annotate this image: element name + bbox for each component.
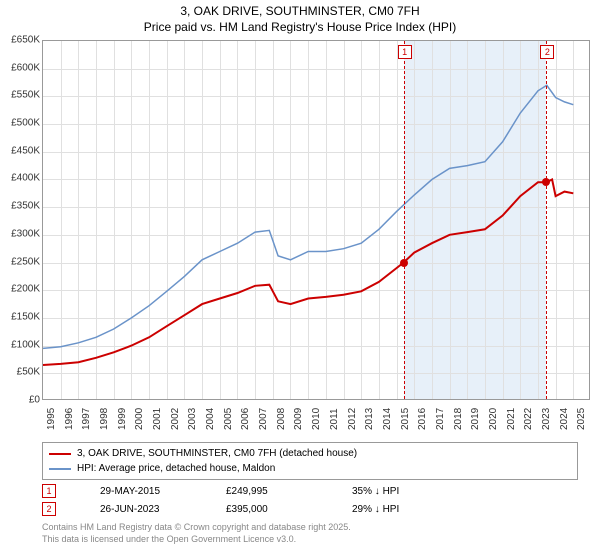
credit-line-1: Contains HM Land Registry data © Crown c… — [42, 522, 590, 534]
sale-date-1: 29-MAY-2015 — [100, 486, 190, 497]
x-tick-label: 2020 — [488, 408, 499, 430]
x-tick-label: 2018 — [453, 408, 464, 430]
marker-box-1: 1 — [398, 45, 412, 59]
y-tick-label: £400K — [11, 173, 40, 184]
y-tick-label: £650K — [11, 35, 40, 46]
y-tick-label: £150K — [11, 311, 40, 322]
x-tick-label: 2008 — [276, 408, 287, 430]
chart-title: 3, OAK DRIVE, SOUTHMINSTER, CM0 7FH Pric… — [0, 0, 600, 35]
y-tick-label: £450K — [11, 145, 40, 156]
credit-text: Contains HM Land Registry data © Crown c… — [42, 522, 590, 545]
marker-vline-2 — [546, 41, 547, 399]
y-tick-label: £0 — [29, 395, 40, 406]
x-tick-label: 2002 — [170, 408, 181, 430]
y-tick-label: £50K — [17, 367, 40, 378]
sale-marker-1: 1 — [42, 484, 56, 498]
legend-row-2: HPI: Average price, detached house, Mald… — [49, 461, 571, 476]
x-tick-label: 2022 — [523, 408, 534, 430]
x-tick-label: 2004 — [205, 408, 216, 430]
x-tick-label: 2015 — [400, 408, 411, 430]
legend-label-1: 3, OAK DRIVE, SOUTHMINSTER, CM0 7FH (det… — [77, 446, 357, 461]
x-tick-label: 2009 — [293, 408, 304, 430]
legend-row-1: 3, OAK DRIVE, SOUTHMINSTER, CM0 7FH (det… — [49, 446, 571, 461]
series-hpi — [43, 85, 573, 348]
x-tick-label: 2011 — [329, 408, 340, 430]
x-tick-label: 1997 — [81, 408, 92, 430]
x-tick-label: 2001 — [152, 408, 163, 430]
chart-plot-area: 12 — [42, 40, 590, 400]
marker-vline-1 — [404, 41, 405, 399]
x-tick-label: 2013 — [364, 408, 375, 430]
legend-box: 3, OAK DRIVE, SOUTHMINSTER, CM0 7FH (det… — [42, 442, 578, 480]
sale-price-2: £395,000 — [226, 504, 316, 515]
x-tick-label: 2014 — [382, 408, 393, 430]
chart-svg — [43, 41, 591, 401]
sale-row-2: 2 26-JUN-2023 £395,000 29% ↓ HPI — [42, 502, 590, 516]
y-tick-label: £250K — [11, 256, 40, 267]
credit-line-2: This data is licensed under the Open Gov… — [42, 534, 590, 546]
sale-marker-2: 2 — [42, 502, 56, 516]
marker-point-2 — [542, 178, 550, 186]
x-tick-label: 1998 — [99, 408, 110, 430]
x-tick-label: 1996 — [64, 408, 75, 430]
x-tick-label: 2023 — [541, 408, 552, 430]
x-tick-label: 2012 — [347, 408, 358, 430]
y-tick-label: £550K — [11, 90, 40, 101]
marker-box-2: 2 — [540, 45, 554, 59]
x-tick-label: 2003 — [187, 408, 198, 430]
marker-point-1 — [400, 259, 408, 267]
legend-label-2: HPI: Average price, detached house, Mald… — [77, 461, 275, 476]
x-tick-label: 1999 — [117, 408, 128, 430]
x-tick-label: 2016 — [417, 408, 428, 430]
x-tick-label: 2010 — [311, 408, 322, 430]
x-tick-label: 2007 — [258, 408, 269, 430]
sale-delta-2: 29% ↓ HPI — [352, 504, 442, 515]
title-line-2: Price paid vs. HM Land Registry's House … — [0, 20, 600, 36]
series-price_paid — [43, 180, 573, 366]
sale-row-1: 1 29-MAY-2015 £249,995 35% ↓ HPI — [42, 484, 590, 498]
x-tick-label: 2005 — [223, 408, 234, 430]
y-tick-label: £350K — [11, 201, 40, 212]
y-tick-label: £600K — [11, 62, 40, 73]
sale-date-2: 26-JUN-2023 — [100, 504, 190, 515]
x-tick-label: 2019 — [470, 408, 481, 430]
x-tick-label: 2006 — [240, 408, 251, 430]
x-tick-label: 2000 — [134, 408, 145, 430]
x-tick-label: 2017 — [435, 408, 446, 430]
x-tick-label: 2024 — [559, 408, 570, 430]
sale-delta-1: 35% ↓ HPI — [352, 486, 442, 497]
legend-swatch-2 — [49, 468, 71, 470]
x-tick-label: 2025 — [576, 408, 587, 430]
y-tick-label: £500K — [11, 118, 40, 129]
sale-price-1: £249,995 — [226, 486, 316, 497]
legend-area: 3, OAK DRIVE, SOUTHMINSTER, CM0 7FH (det… — [42, 442, 590, 545]
title-line-1: 3, OAK DRIVE, SOUTHMINSTER, CM0 7FH — [0, 4, 600, 20]
y-tick-label: £100K — [11, 339, 40, 350]
y-tick-label: £200K — [11, 284, 40, 295]
x-tick-label: 1995 — [46, 408, 57, 430]
y-tick-label: £300K — [11, 228, 40, 239]
x-tick-label: 2021 — [506, 408, 517, 430]
legend-swatch-1 — [49, 453, 71, 455]
